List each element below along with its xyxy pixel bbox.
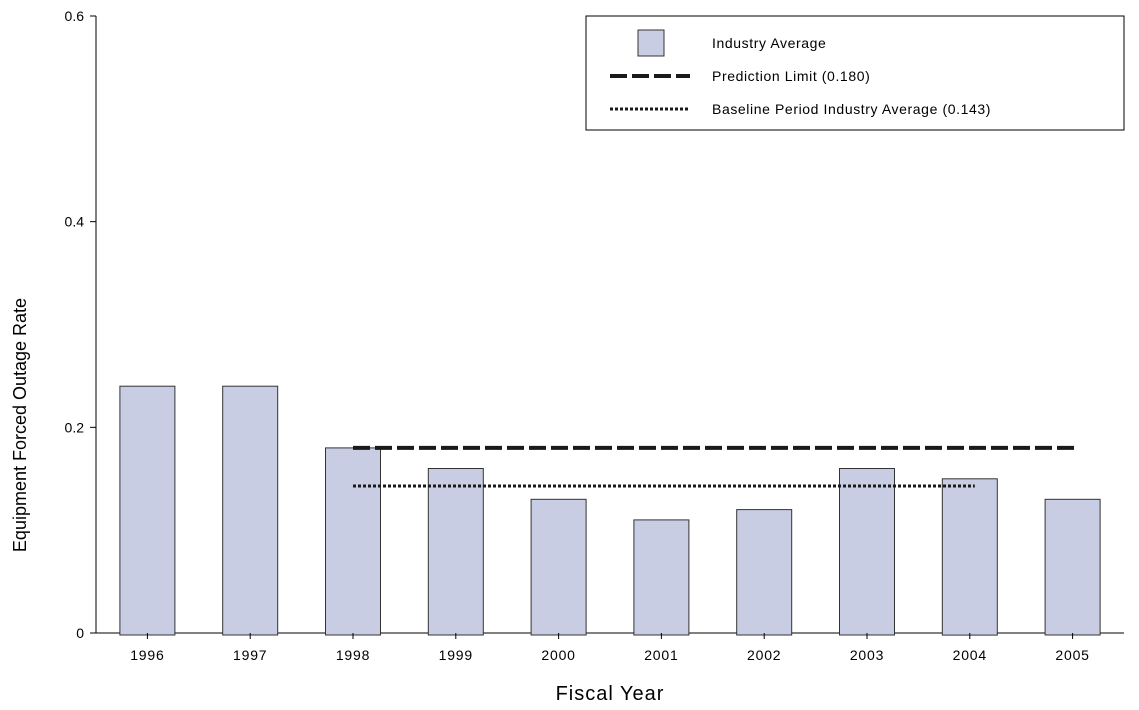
x-tick-label-1996: 1996 bbox=[130, 647, 164, 663]
bar-1998 bbox=[325, 447, 381, 636]
x-ticks-group: 1996 1997 1998 1999 2000 2001 2002 2003 2004 2005 bbox=[130, 633, 1089, 663]
x-tick-label-2002: 2002 bbox=[747, 647, 781, 663]
legend: Industry Average Prediction Limit (0.180… bbox=[585, 15, 1125, 131]
x-tick-label-1997: 1997 bbox=[233, 647, 267, 663]
bars-group bbox=[119, 385, 1101, 636]
x-axis-title: Fiscal Year bbox=[556, 683, 665, 705]
legend-swatch-industry-average bbox=[637, 29, 665, 57]
x-tick-label-1998: 1998 bbox=[336, 647, 370, 663]
bar-2001 bbox=[633, 519, 690, 636]
bar-2005 bbox=[1044, 498, 1101, 636]
legend-box bbox=[585, 15, 1125, 131]
bar-1999 bbox=[427, 468, 484, 636]
bar-2004 bbox=[941, 478, 998, 636]
y-tick-label-0.6: 0.6 bbox=[65, 8, 85, 24]
y-ticks-group: 0 0.2 0.4 0.6 bbox=[65, 8, 96, 641]
legend-label-industry-average: Industry Average bbox=[712, 35, 826, 51]
legend-label-prediction-limit: Prediction Limit (0.180) bbox=[712, 68, 870, 84]
legend-label-baseline-average: Baseline Period Industry Average (0.143) bbox=[712, 101, 991, 117]
y-tick-label-0.4: 0.4 bbox=[65, 214, 85, 230]
x-tick-label-2001: 2001 bbox=[644, 647, 678, 663]
x-tick-label-2005: 2005 bbox=[1055, 647, 1089, 663]
y-tick-label-0.2: 0.2 bbox=[65, 419, 85, 435]
bar-1996 bbox=[119, 385, 176, 636]
bar-2002 bbox=[736, 509, 793, 636]
x-tick-label-2000: 2000 bbox=[541, 647, 575, 663]
x-tick-label-2004: 2004 bbox=[953, 647, 987, 663]
x-tick-label-1999: 1999 bbox=[439, 647, 473, 663]
bar-1997 bbox=[222, 385, 279, 636]
y-tick-label-0: 0 bbox=[76, 625, 84, 641]
reference-lines-group bbox=[353, 445, 1078, 488]
bar-2000 bbox=[530, 498, 587, 636]
x-tick-label-2003: 2003 bbox=[850, 647, 884, 663]
bar-2003 bbox=[839, 468, 895, 636]
y-axis-title: Equipment Forced Outage Rate bbox=[10, 298, 30, 552]
